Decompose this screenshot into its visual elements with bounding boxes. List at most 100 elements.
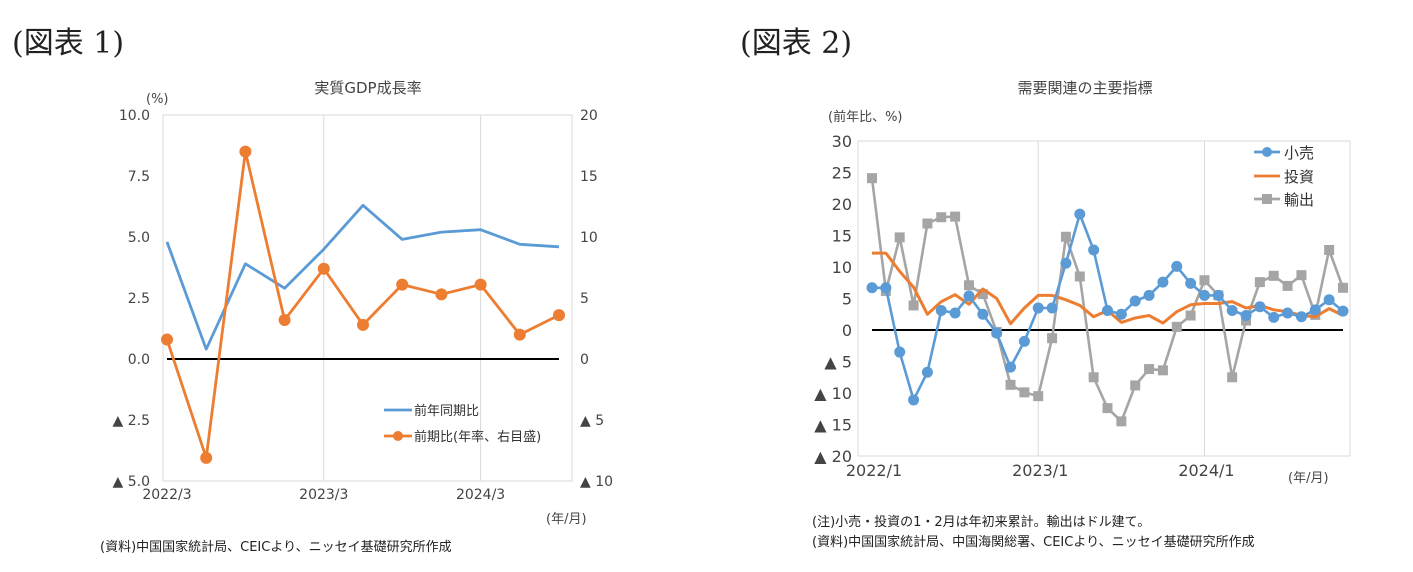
chart2-series-point: [1268, 270, 1279, 281]
chart2-series-point: [1323, 294, 1335, 306]
chart1-title: 実質GDP成長率: [314, 79, 421, 97]
chart1-y-unit: (%): [146, 92, 169, 107]
chart2-series-point: [1157, 276, 1169, 288]
chart2-series-point: [1212, 289, 1224, 301]
chart2-series-point: [1254, 301, 1266, 313]
chart2-series-point: [1060, 257, 1072, 269]
chart1-left-tick-label: 7.5: [128, 169, 150, 185]
chart1-right-tick-label: 0: [580, 352, 589, 368]
chart2-x-tick-label: 2024/1: [1178, 461, 1234, 480]
chart2-legend-label: 小売: [1284, 144, 1314, 162]
chart1-left-tick-label: 2.5: [128, 291, 150, 307]
chart2-series-point: [1005, 361, 1017, 373]
chart1-left-tick-label: ▲ 2.5: [113, 413, 150, 429]
chart2-series-point: [1226, 304, 1238, 316]
chart2-x-tick-label: 2023/1: [1012, 461, 1068, 480]
chart2-series-point: [963, 290, 975, 302]
chart2-series-point: [908, 300, 919, 311]
chart2-series-point: [1074, 271, 1085, 282]
chart2-series-point: [963, 280, 974, 291]
chart1-source-note: (資料)中国国家統計局、CEICより、ニッセイ基礎研究所作成: [100, 540, 452, 555]
chart2-source-note: (資料)中国国家統計局、中国海関総署、CEICより、ニッセイ基礎研究所作成: [812, 535, 1255, 550]
chart1-right-tick-label: 15: [580, 169, 598, 185]
chart2-series-point: [880, 282, 892, 294]
chart2-series-point: [867, 173, 877, 184]
chart1-legend-label: 前年同期比: [414, 403, 479, 419]
chart2-y-tick-label: 5: [842, 290, 852, 309]
chart1-series-point: [396, 278, 409, 291]
chart2-series-point: [1032, 302, 1044, 314]
chart2-series-point: [1047, 333, 1058, 344]
chart2-y-tick-label: 10: [832, 258, 852, 277]
chart2-footnote: (注)小売・投資の1・2月は年初来累計。輸出はドル建て。: [812, 515, 1151, 530]
chart2-series-point: [1018, 335, 1030, 347]
chart2-y-tick-label: ▲ 10: [814, 384, 852, 403]
chart2-series-point: [894, 232, 905, 243]
chart2-y-tick-label: ▲ 5: [824, 353, 852, 372]
chart2-series-point: [1185, 277, 1197, 289]
chart2-legend-label: 投資: [1284, 168, 1314, 186]
chart2-series-point: [1227, 372, 1238, 383]
chart2-series-point: [1198, 289, 1210, 301]
chart1-right-tick-label: 5: [580, 291, 589, 307]
chart1-left-tick-label: 5.0: [128, 230, 150, 246]
chart2-y-tick-label: 20: [832, 195, 852, 214]
chart1-plot-area: [162, 114, 573, 482]
chart2-series-point: [1019, 387, 1030, 398]
chart2-title: 需要関連の主要指標: [1017, 79, 1152, 97]
chart1-series-point: [553, 309, 565, 322]
chart1-series-point: [278, 313, 291, 326]
chart2-series-point: [1143, 289, 1155, 301]
chart2-series-point: [1157, 365, 1168, 376]
chart1-legend-label: 前期比(年率、右目盛): [414, 429, 541, 445]
chart2-series-point: [1005, 379, 1016, 390]
chart2-series-point: [1171, 260, 1183, 272]
chart1-x-tick-label: 2023/3: [299, 487, 348, 503]
chart2-series-point: [1046, 302, 1058, 314]
chart2-series-point: [1171, 321, 1182, 332]
chart1-x-unit: (年/月): [546, 512, 587, 527]
chart1-right-tick-label: ▲ 10: [580, 474, 613, 490]
chart2-series-point: [977, 289, 988, 300]
chart2-y-tick-label: ▲ 20: [814, 447, 852, 466]
chart1-series-point: [474, 278, 487, 291]
chart2-plot-area: [857, 140, 1351, 457]
chart2-y-tick-label: 15: [832, 227, 852, 246]
chart2-series-point: [1102, 304, 1113, 316]
chart2-legend-marker: [1262, 194, 1272, 204]
chart2-series-point: [1130, 380, 1141, 391]
chart2-series-point: [1282, 307, 1294, 319]
chart2-series-point: [1309, 304, 1321, 316]
chart1-series-point: [200, 451, 213, 464]
chart2-x-unit: (年/月): [1288, 471, 1329, 486]
chart2-y-tick-label: 0: [842, 321, 852, 340]
chart1-series-point: [239, 145, 252, 158]
chart1-x-tick-label: 2022/3: [142, 487, 191, 503]
chart2-series-point: [922, 218, 933, 229]
chart2-series-point: [1337, 305, 1349, 317]
chart2-y-tick-label: 30: [832, 132, 852, 151]
chart1-right-tick-label: 20: [580, 108, 598, 124]
chart2-y-tick-label: 25: [832, 164, 852, 183]
chart2-series-point: [1144, 364, 1155, 375]
chart2-series-point: [1254, 277, 1265, 288]
chart2-y-tick-label: ▲ 15: [814, 416, 852, 435]
chart1-left-tick-label: 10.0: [119, 108, 150, 124]
chart2-series-point: [1240, 310, 1252, 322]
chart2-series-point: [1088, 244, 1100, 256]
chart2-series-point: [1060, 231, 1071, 242]
chart2-y-unit: (前年比、%): [828, 109, 903, 125]
chart2-series-point: [1074, 208, 1086, 220]
chart1-right-tick-label: ▲ 5: [580, 413, 604, 429]
chart1-series-point: [513, 328, 526, 341]
chart1-series-point: [435, 288, 448, 301]
figure-2-label: (図表 2): [740, 26, 853, 61]
chart2-series-point: [1102, 403, 1113, 414]
chart2-series-point: [935, 304, 947, 316]
chart1-left-tick-label: ▲ 5.0: [113, 474, 150, 490]
chart2-series-point: [1268, 311, 1280, 323]
chart1-x-tick-label: 2024/3: [456, 487, 505, 503]
chart1-series-point: [161, 333, 173, 346]
chart1-left-tick-label: 0.0: [128, 352, 150, 368]
